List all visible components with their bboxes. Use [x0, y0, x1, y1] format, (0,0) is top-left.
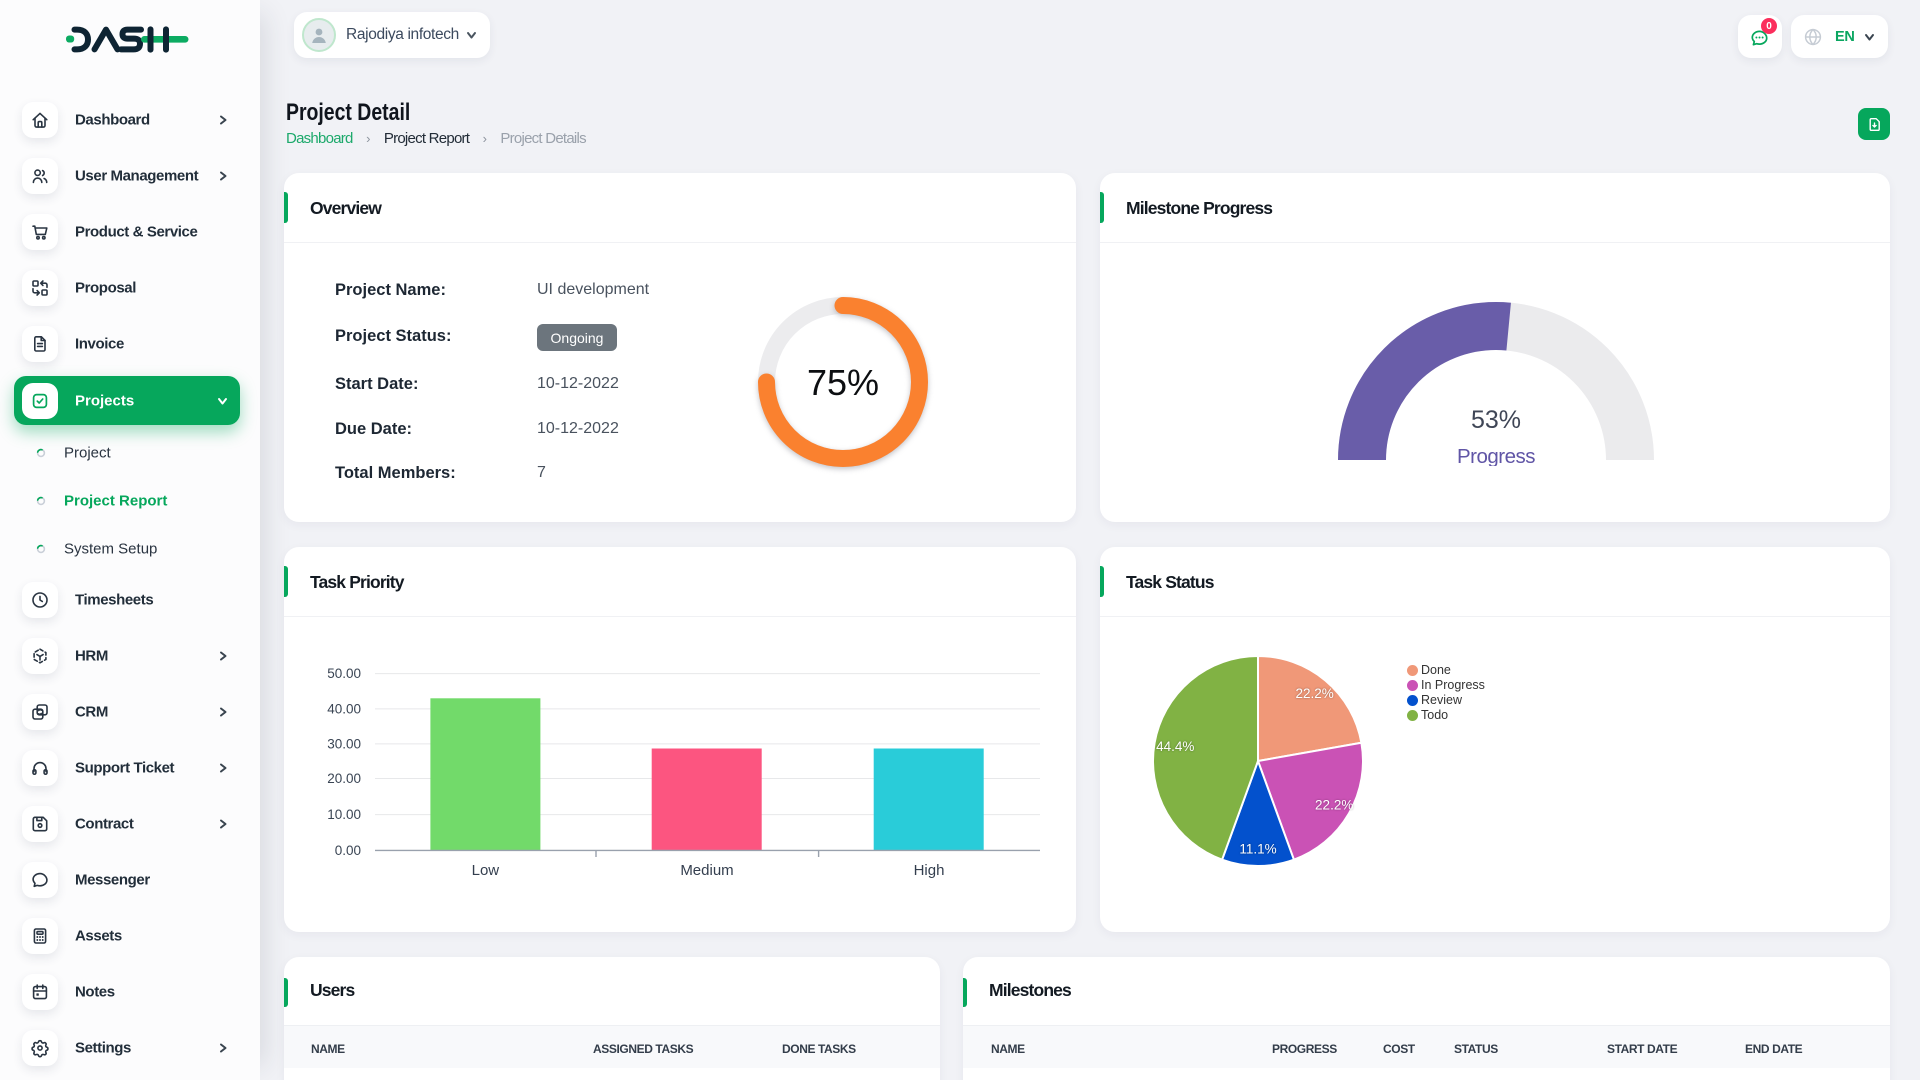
svg-text:11.1%: 11.1% [1239, 842, 1276, 857]
svg-text:0.00: 0.00 [335, 843, 361, 858]
svg-text:53%: 53% [1471, 406, 1521, 434]
svg-text:50.00: 50.00 [327, 666, 361, 681]
svg-text:10.00: 10.00 [327, 807, 361, 822]
svg-text:44.4%: 44.4% [1156, 739, 1194, 754]
svg-text:22.2%: 22.2% [1295, 686, 1333, 701]
svg-text:30.00: 30.00 [327, 736, 361, 751]
svg-text:20.00: 20.00 [327, 771, 361, 786]
svg-text:Low: Low [472, 862, 500, 879]
svg-text:Progress: Progress [1457, 445, 1535, 466]
svg-text:40.00: 40.00 [327, 701, 361, 716]
svg-text:High: High [914, 862, 945, 879]
svg-text:Medium: Medium [680, 862, 733, 879]
svg-text:22.2%: 22.2% [1315, 798, 1353, 813]
svg-text:75%: 75% [807, 362, 879, 403]
